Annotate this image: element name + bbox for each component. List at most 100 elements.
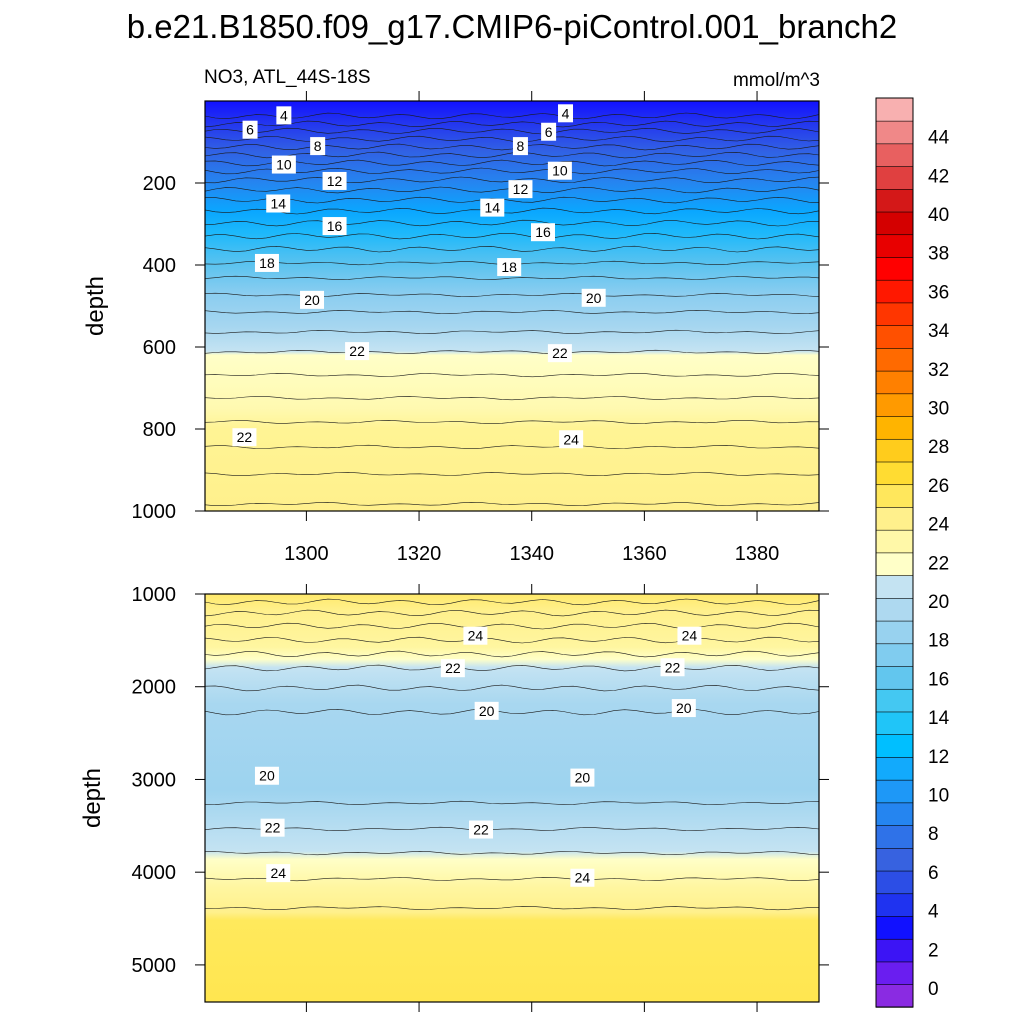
- colorbar-swatch: [875, 324, 914, 349]
- colorbar-swatch: [875, 279, 914, 304]
- contour-line: [204, 471, 820, 477]
- contour-label-bg: [469, 820, 494, 839]
- contour-label-text: 18: [259, 255, 275, 271]
- contour-line: [204, 501, 820, 507]
- contour-line: [204, 876, 820, 882]
- contour-label-bg: [671, 699, 696, 718]
- contour-line: [204, 598, 820, 606]
- colorbar-label: 8: [928, 824, 939, 845]
- contour-label-text: 4: [562, 105, 570, 121]
- colorbar-swatch: [875, 234, 914, 258]
- contour-label-bg: [558, 104, 574, 123]
- contour-line: [204, 372, 820, 378]
- contour-label-text: 18: [501, 259, 517, 275]
- colorbar-label: 0: [928, 979, 939, 1000]
- contour-label-bg: [480, 198, 505, 217]
- contour-label: 20: [570, 768, 595, 787]
- lower-plot-frame: [204, 593, 820, 1003]
- colorbar-swatch: [875, 552, 914, 576]
- contour-label: 20: [581, 288, 606, 307]
- colorbar-label: 14: [928, 708, 950, 729]
- ytick-label: 800: [143, 419, 176, 441]
- colorbar-swatch: [875, 529, 914, 554]
- contour-label-text: 22: [665, 659, 681, 675]
- left-string: NO3, ATL_44S-18S: [204, 67, 371, 88]
- colorbar-swatch: [875, 688, 914, 713]
- colorbar: 0246810121416182022242628303234363840424…: [875, 97, 950, 1008]
- contour-label-text: 14: [270, 196, 286, 212]
- contour-label-bg: [440, 659, 465, 678]
- contour-line: [204, 196, 820, 204]
- contour-label: 20: [300, 290, 325, 309]
- contour-line: [204, 127, 820, 135]
- contour-label: 4: [558, 104, 574, 123]
- contour-line: [204, 850, 820, 856]
- contour-label: 22: [660, 658, 685, 677]
- colorbar-swatch: [875, 506, 914, 531]
- colorbar-swatch: [875, 211, 914, 236]
- colorbar-swatch: [875, 120, 914, 145]
- contour-label: 20: [254, 766, 279, 785]
- colorbar-swatch: [875, 983, 914, 1008]
- contour-label: 20: [474, 701, 499, 720]
- contour-label-bg: [345, 342, 370, 361]
- chart-title: b.e21.B1850.f09_g17.CMIP6-piControl.001_…: [127, 8, 898, 45]
- contour-label-text: 10: [276, 157, 292, 173]
- ytick-label: 200: [143, 173, 176, 195]
- contour-label-text: 16: [327, 218, 343, 234]
- colorbar-swatch: [875, 461, 914, 486]
- lower-axis-ticks: [195, 584, 829, 1012]
- contour-label-text: 12: [513, 181, 529, 197]
- upper-ytick-labels: 200 400 600 800 1000: [132, 173, 177, 523]
- contour-label: 18: [254, 253, 279, 272]
- contour-label-bg: [547, 344, 572, 363]
- colorbar-swatch: [875, 620, 914, 645]
- colorbar-swatch: [875, 893, 914, 917]
- colorbar-label: 18: [928, 631, 949, 652]
- contour-label-bg: [508, 180, 533, 199]
- contour-label-bg: [570, 868, 595, 887]
- contour-line: [204, 609, 820, 617]
- contour-label-text: 20: [259, 768, 275, 784]
- contour-label-text: 20: [586, 290, 602, 306]
- upper-plot-fill: [205, 101, 819, 511]
- contour-label-bg: [530, 223, 555, 242]
- colorbar-label: 40: [928, 205, 949, 226]
- colorbar-label: 22: [928, 553, 949, 574]
- xtick-label: 1340: [509, 543, 554, 565]
- colorbar-swatch: [875, 302, 914, 326]
- contour-line: [204, 112, 820, 120]
- contour-line: [204, 650, 820, 658]
- colorbar-swatch: [875, 188, 914, 213]
- contour-label-text: 12: [327, 173, 343, 189]
- contour-label-text: 24: [270, 865, 286, 881]
- contour-label: 4: [276, 106, 292, 125]
- contour-label: 24: [463, 626, 488, 645]
- colorbar-swatch: [875, 97, 914, 122]
- contour-label: 20: [671, 699, 696, 718]
- contour-label-text: 20: [479, 703, 495, 719]
- contour-label-bg: [497, 258, 522, 277]
- lower-ylabel: depth: [79, 768, 106, 828]
- colorbar-swatch: [875, 802, 914, 826]
- contour-label-bg: [570, 768, 595, 787]
- contour-line: [204, 684, 820, 692]
- xtick-label: 1300: [284, 543, 329, 565]
- xtick-label: 1380: [735, 543, 780, 565]
- contour-line: [204, 120, 820, 128]
- contour-label-bg: [271, 155, 296, 174]
- contour-label: 8: [310, 137, 326, 156]
- colorbar-label: 32: [928, 360, 949, 381]
- contour-label: 12: [508, 180, 533, 199]
- colorbar-label: 24: [928, 515, 950, 536]
- ytick-label: 2000: [132, 677, 177, 699]
- contour-label-text: 24: [468, 628, 484, 644]
- colorbar-swatch: [875, 347, 914, 372]
- contour-line: [204, 329, 820, 335]
- contour-label: 24: [266, 864, 291, 883]
- contour-label: 24: [677, 626, 702, 645]
- colorbar-label: 10: [928, 786, 949, 807]
